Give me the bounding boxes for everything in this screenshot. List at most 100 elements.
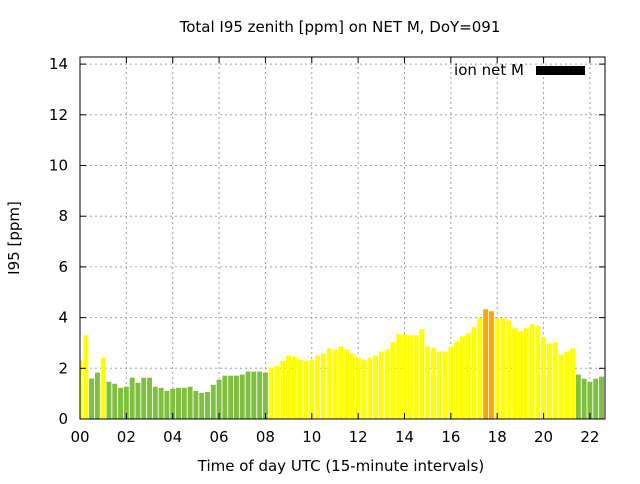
- bar: [593, 378, 599, 419]
- bar: [187, 386, 193, 419]
- x-tick-label: 22: [580, 428, 599, 446]
- bar: [523, 328, 529, 419]
- bar: [228, 375, 234, 419]
- bar: [309, 359, 315, 419]
- y-tick-label: 4: [58, 309, 68, 327]
- bar: [80, 360, 83, 419]
- bar: [141, 377, 147, 419]
- bar: [361, 359, 367, 419]
- bar: [297, 359, 303, 419]
- bar: [158, 387, 164, 419]
- bar: [222, 375, 228, 419]
- x-tick-label: 00: [70, 428, 89, 446]
- bar: [535, 326, 541, 419]
- bar: [257, 371, 263, 419]
- bars: [80, 309, 605, 419]
- bar: [176, 387, 181, 419]
- x-tick-label: 18: [488, 428, 507, 446]
- y-tick-label: 10: [49, 156, 68, 174]
- bar: [315, 355, 321, 419]
- bar: [367, 357, 373, 419]
- y-tick-label: 6: [58, 258, 68, 276]
- bar: [123, 386, 129, 419]
- bar: [459, 336, 465, 419]
- bar: [384, 349, 390, 419]
- bar: [233, 375, 239, 419]
- chart-title: Total I95 zenith [ppm] on NET M, DoY=091: [179, 18, 501, 36]
- bar: [118, 387, 124, 419]
- bar: [529, 324, 535, 419]
- x-tick-label: 06: [210, 428, 229, 446]
- bar: [506, 320, 512, 419]
- bar: [303, 360, 309, 419]
- bar: [164, 390, 170, 419]
- bar: [199, 392, 205, 419]
- x-axis-label: Time of day UTC (15-minute intervals): [197, 457, 484, 475]
- bar: [135, 382, 141, 419]
- bar: [245, 371, 251, 419]
- bar: [570, 348, 576, 419]
- bar: [280, 360, 286, 419]
- bar: [210, 384, 216, 419]
- bar: [471, 327, 477, 419]
- bar: [575, 374, 581, 419]
- bar: [442, 351, 448, 419]
- bar: [483, 309, 489, 419]
- bar: [262, 372, 268, 419]
- bar: [454, 341, 460, 419]
- y-tick-label: 14: [49, 55, 68, 73]
- x-tick-label: 10: [302, 428, 321, 446]
- y-axis-label: I95 [ppm]: [5, 201, 23, 275]
- bar: [268, 367, 274, 419]
- bar: [390, 342, 396, 419]
- bar: [419, 329, 425, 419]
- bar: [83, 335, 89, 419]
- bar: [396, 334, 402, 419]
- x-tick-label: 12: [349, 428, 368, 446]
- bar: [338, 346, 344, 419]
- x-tick-label: 16: [441, 428, 460, 446]
- bar: [106, 381, 112, 419]
- bar: [326, 348, 332, 419]
- x-tick-label: 20: [534, 428, 553, 446]
- bar: [517, 331, 523, 419]
- bar: [349, 353, 355, 419]
- bar: [564, 351, 570, 419]
- bar: [147, 377, 152, 419]
- bar: [558, 354, 564, 419]
- x-tick-label: 14: [395, 428, 414, 446]
- y-tick-label: 2: [58, 359, 68, 377]
- plot-frame: [79, 56, 606, 420]
- bar: [425, 346, 431, 419]
- bar: [181, 387, 187, 419]
- bar: [431, 347, 436, 419]
- bar: [436, 351, 442, 419]
- bar: [251, 371, 257, 419]
- bar: [407, 335, 413, 419]
- bar: [100, 357, 106, 419]
- bar: [413, 335, 419, 419]
- bar: [402, 334, 407, 419]
- bar: [552, 342, 558, 419]
- legend: ion net M: [454, 61, 585, 79]
- y-tick-label: 12: [49, 106, 68, 124]
- bar: [332, 349, 338, 419]
- bar: [274, 365, 280, 419]
- bar: [112, 383, 118, 419]
- bar: [286, 355, 292, 419]
- bar: [488, 311, 494, 419]
- bar: [205, 391, 210, 419]
- bar: [541, 337, 547, 419]
- bar: [581, 378, 587, 419]
- bar: [239, 374, 245, 419]
- bar: [129, 377, 135, 419]
- legend-swatch: [536, 66, 585, 75]
- bar: [291, 356, 297, 419]
- bar: [216, 379, 222, 419]
- bar: [599, 376, 604, 419]
- bar: [448, 346, 454, 419]
- bar: [477, 318, 483, 419]
- bar: [355, 357, 361, 419]
